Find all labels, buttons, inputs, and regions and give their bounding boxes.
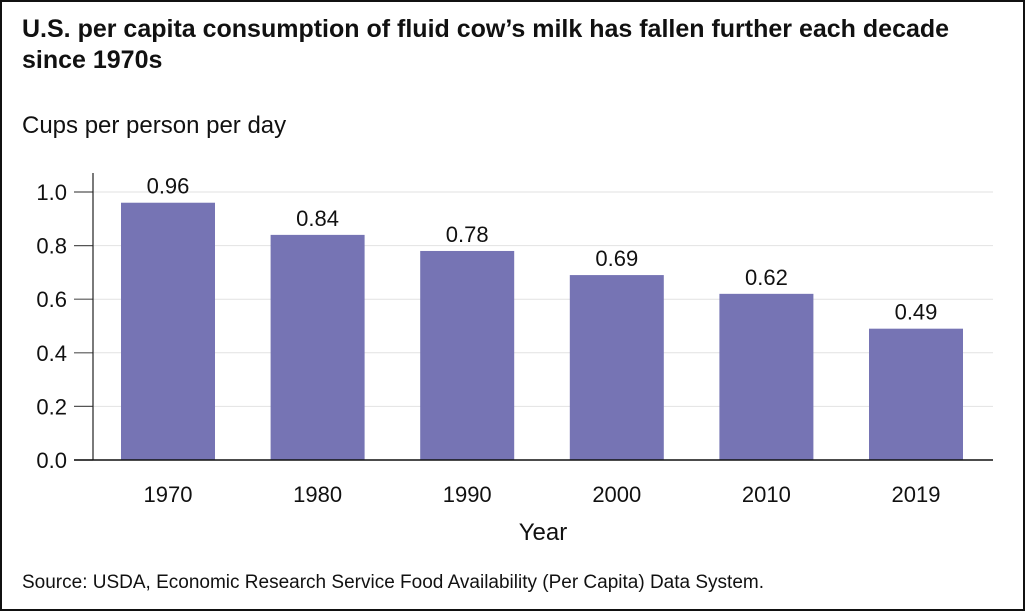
bar-2000 [569, 275, 664, 460]
y-tick-label: 0.0 [36, 448, 67, 473]
x-tick-label: 2000 [592, 482, 641, 507]
y-axis-label: Cups per person per day [22, 112, 287, 139]
data-label: 0.96 [147, 174, 190, 199]
data-label: 0.69 [595, 246, 638, 271]
data-label: 0.84 [296, 206, 339, 231]
bar-2010 [719, 293, 814, 460]
x-tick-label: 2019 [892, 482, 941, 507]
y-tick-label: 0.8 [36, 234, 67, 259]
x-axis-label: Year [519, 519, 568, 546]
bar-2019 [869, 328, 963, 460]
x-tick-label: 1970 [144, 482, 193, 507]
data-label: 0.49 [895, 300, 938, 325]
x-tick-label: 1990 [443, 482, 492, 507]
x-tick-label: 2010 [742, 482, 791, 507]
chart-title: U.S. per capita consumption of fluid cow… [22, 15, 950, 74]
source-note: Source: USDA, Economic Research Service … [22, 572, 765, 593]
y-tick-label: 0.6 [36, 287, 67, 312]
y-tick-label: 1.0 [36, 180, 67, 205]
data-label: 0.78 [446, 222, 489, 247]
x-tick-label: 1980 [293, 482, 342, 507]
y-tick-label: 0.2 [36, 394, 67, 419]
y-tick-label: 0.4 [36, 341, 67, 366]
bar-1990 [420, 250, 515, 460]
bar-1980 [270, 234, 365, 460]
bar-1970 [121, 202, 215, 460]
data-label: 0.62 [745, 265, 788, 290]
